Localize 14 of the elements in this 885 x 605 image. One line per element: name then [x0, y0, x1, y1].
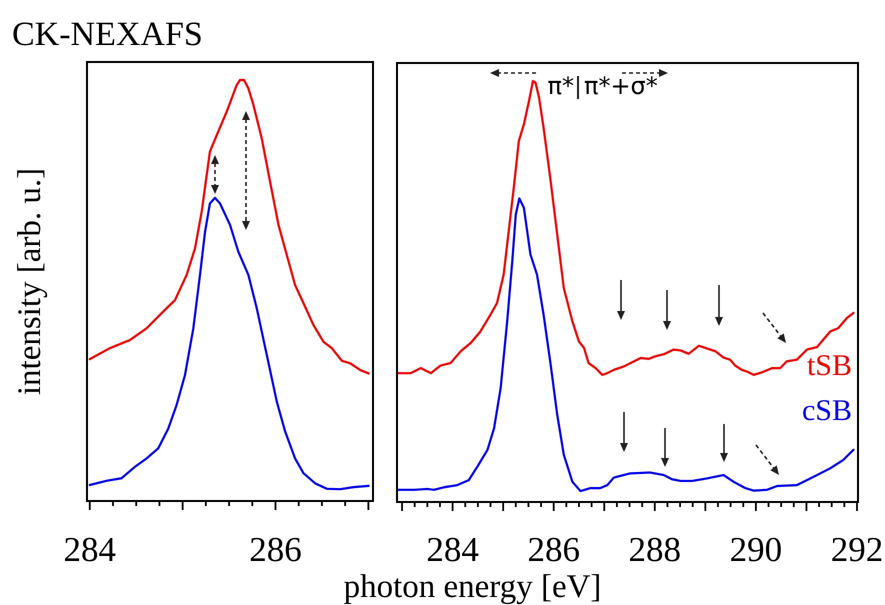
- x-tick-label: 288: [628, 530, 682, 569]
- y-axis-title: intensity [arb. u.]: [12, 168, 48, 396]
- series-label: tSB: [806, 348, 852, 382]
- chart-title: CK-NEXAFS: [12, 16, 203, 53]
- x-tick-label: 284: [426, 530, 479, 569]
- annotation: π*+σ*: [584, 72, 658, 100]
- x-tick-label: 290: [730, 530, 782, 569]
- x-axis-title: photon energy [eV]: [344, 569, 602, 605]
- x-tick-label: 292: [830, 530, 884, 569]
- x-tick-label: 286: [527, 530, 580, 569]
- annotation: π*: [548, 72, 574, 100]
- x-tick-label: 284: [64, 530, 116, 569]
- series-label: cSB: [802, 394, 852, 427]
- x-tick-label: 286: [249, 530, 302, 569]
